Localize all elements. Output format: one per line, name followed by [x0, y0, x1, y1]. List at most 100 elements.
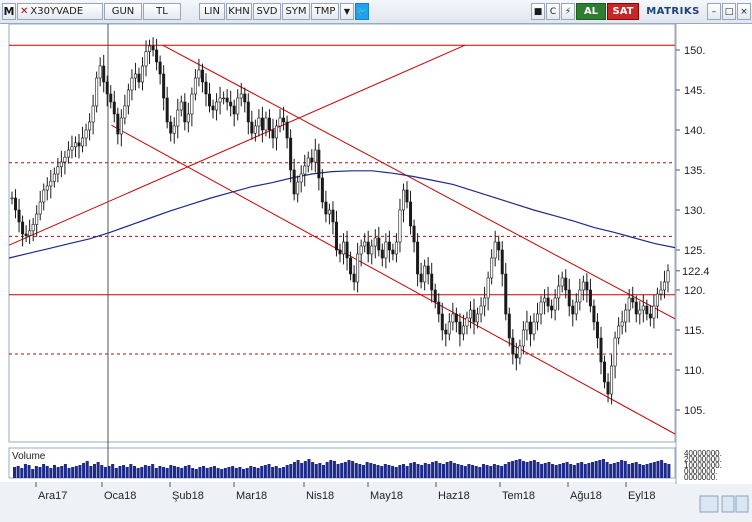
candle-body-49	[183, 101, 187, 123]
volume-bar-171	[634, 462, 638, 478]
volume-bar-73	[278, 468, 282, 478]
volume-bar-74	[282, 467, 286, 478]
volume-bar-58	[223, 468, 227, 478]
candle-body-101	[366, 241, 370, 255]
volume-bar-26	[107, 466, 111, 478]
line-button[interactable]: LIN	[199, 3, 225, 20]
candle-body-145	[521, 329, 525, 347]
volume-bar-160	[594, 461, 598, 478]
volume-bar-65	[249, 466, 253, 478]
sell-button[interactable]: SAT	[607, 3, 639, 20]
square-icon[interactable]: ■	[531, 3, 545, 20]
candle-body-160	[574, 301, 578, 315]
candle-body-100	[363, 241, 367, 247]
volume-bar-12	[56, 467, 60, 478]
volume-bar-142	[529, 461, 533, 478]
candle-body-8	[38, 201, 42, 215]
volume-bar-16	[71, 467, 75, 478]
x-tick-label-0: Ara17	[38, 490, 67, 502]
candle-body-186	[666, 270, 670, 283]
candle-body-73	[267, 117, 271, 131]
candle-body-155	[557, 285, 561, 299]
candle-body-141	[507, 313, 511, 339]
y-tick-label-9: 105.	[684, 405, 705, 417]
candle-body-135	[486, 277, 490, 299]
svd-button[interactable]: SVD	[253, 3, 281, 20]
volume-bar-49	[191, 468, 195, 478]
maximize-icon[interactable]: □	[722, 3, 736, 20]
candle-body-43	[162, 73, 166, 99]
volume-tick-1: 20000000.	[684, 455, 722, 464]
candle-body-69	[253, 125, 257, 134]
candle-body-33	[126, 89, 130, 107]
refresh-icon[interactable]: C	[546, 3, 560, 20]
volume-bar-151	[561, 463, 565, 478]
volume-bar-95	[358, 464, 362, 478]
volume-bar-53	[205, 468, 209, 478]
volume-bar-105	[394, 467, 398, 478]
candle-body-120	[433, 289, 437, 303]
candle-body-35	[133, 73, 137, 79]
settings-icon[interactable]	[699, 495, 719, 513]
candle-body-28	[109, 93, 113, 103]
candle-body-62	[229, 101, 233, 107]
candle-body-134	[483, 297, 487, 307]
candle-body-50	[186, 113, 190, 123]
matriks-logo-button[interactable]: M	[2, 3, 16, 20]
candle-body-30	[116, 113, 120, 135]
close-symbol-icon[interactable]: ✕	[20, 6, 29, 17]
volume-bar-108	[405, 466, 409, 478]
candle-body-10	[45, 185, 49, 191]
symbol-selector[interactable]: ✕ X30YVADE	[17, 3, 103, 20]
candle-body-88	[320, 177, 324, 203]
candle-body-151	[543, 297, 547, 303]
candle-body-91	[331, 209, 335, 223]
volume-bar-89	[336, 464, 340, 478]
candle-body-44	[165, 97, 169, 123]
volume-bar-106	[398, 465, 402, 478]
volume-bar-135	[503, 464, 507, 478]
twitter-icon[interactable]: 🐦	[355, 3, 369, 20]
volume-bar-146	[543, 463, 547, 478]
period-button[interactable]: GUN	[104, 3, 142, 20]
volume-bar-44	[172, 466, 176, 478]
x-tick-label-9: Eyl18	[628, 490, 656, 502]
candle-body-78	[285, 121, 289, 139]
volume-bar-59	[227, 467, 231, 478]
volume-bar-69	[263, 465, 267, 478]
khn-button[interactable]: KHN	[226, 3, 252, 20]
candle-body-168	[603, 361, 607, 383]
candle-body-51	[190, 93, 194, 115]
volume-bar-113	[423, 463, 427, 478]
candle-body-150	[539, 301, 543, 315]
scroll-left-icon[interactable]	[721, 495, 735, 513]
candle-body-86	[313, 149, 317, 163]
candle-body-121	[437, 301, 441, 315]
candle-body-159	[571, 305, 575, 315]
y-tick-label-2: 140.	[684, 125, 705, 137]
candle-body-108	[391, 249, 395, 255]
x-tick-label-7: Tem18	[502, 490, 535, 502]
bolt-icon[interactable]: ⚡	[561, 3, 575, 20]
volume-bar-136	[507, 462, 511, 478]
volume-bar-22	[92, 464, 97, 478]
volume-bar-25	[103, 467, 107, 478]
candle-body-11	[49, 180, 53, 187]
volume-bar-20	[85, 461, 89, 478]
buy-button[interactable]: AL	[576, 3, 606, 20]
candle-body-19	[77, 142, 81, 147]
minimize-icon[interactable]: –	[707, 3, 721, 20]
template-button[interactable]: TMP	[311, 3, 339, 20]
scroll-right-icon[interactable]	[735, 495, 749, 513]
chevron-down-icon[interactable]: ▼	[340, 3, 354, 20]
x-tick-label-5: May18	[370, 490, 403, 502]
volume-bar-52	[202, 466, 206, 478]
candle-body-48	[179, 101, 183, 111]
close-icon[interactable]: ×	[737, 3, 751, 20]
candle-body-174	[624, 309, 628, 323]
sym-button[interactable]: SYM	[282, 3, 310, 20]
y-tick-label-3: 135.	[684, 165, 705, 177]
volume-bar-6	[34, 466, 38, 478]
currency-button[interactable]: TL	[143, 3, 181, 20]
